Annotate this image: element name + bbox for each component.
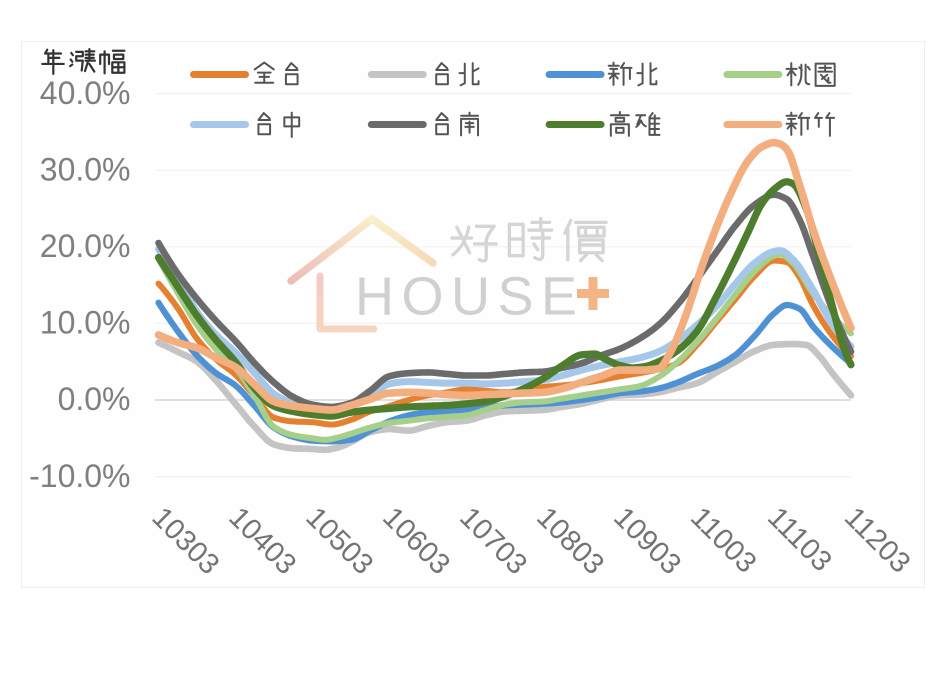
svg-text:40.0%: 40.0% xyxy=(40,75,131,111)
svg-text:HOUSE: HOUSE xyxy=(355,267,585,327)
svg-text:10.0%: 10.0% xyxy=(40,305,131,341)
svg-text:20.0%: 20.0% xyxy=(40,228,131,264)
svg-text:30.0%: 30.0% xyxy=(40,151,131,187)
svg-text:-10.0%: -10.0% xyxy=(29,458,130,494)
svg-text:0.0%: 0.0% xyxy=(58,381,131,417)
